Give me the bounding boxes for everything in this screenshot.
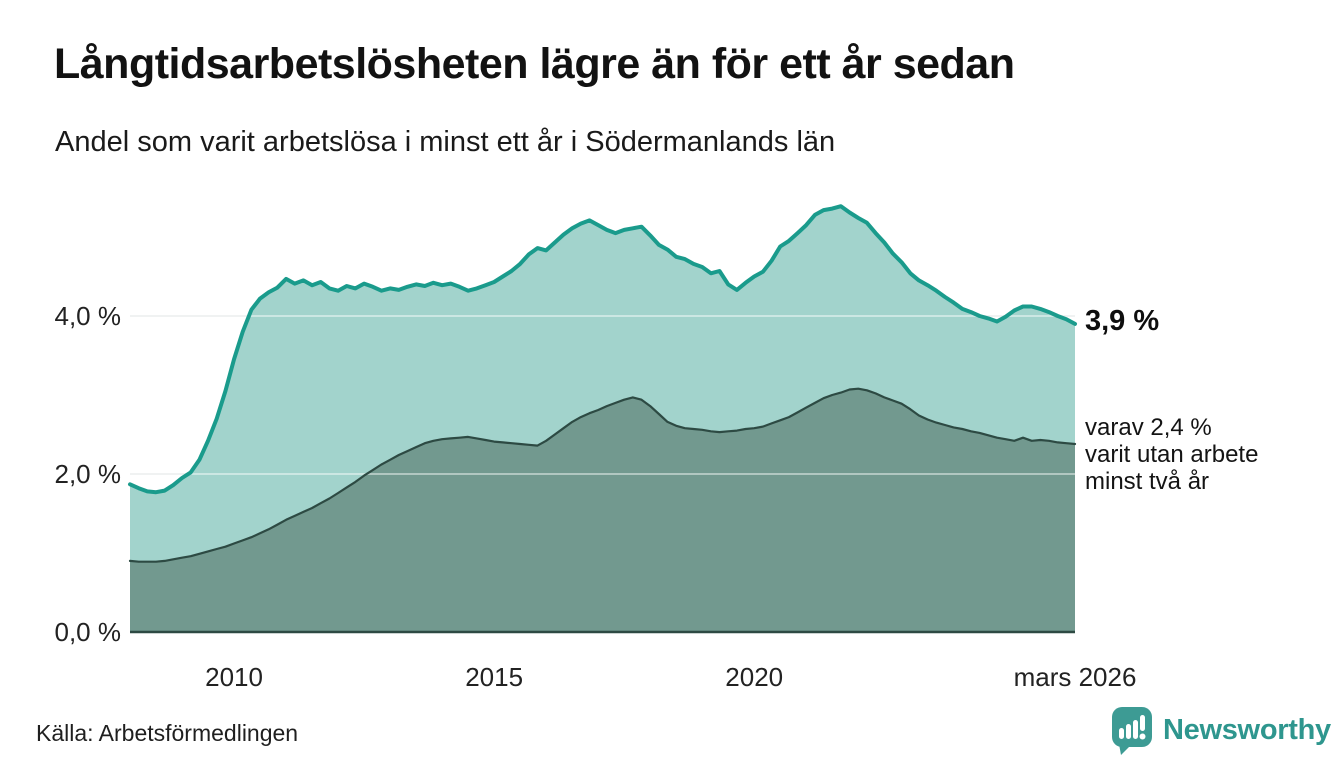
logo-bar-3: [1133, 720, 1138, 739]
logo-bar-1: [1119, 728, 1124, 739]
logo-bubble-tail: [1119, 744, 1132, 755]
newsworthy-wordmark: Newsworthy: [1163, 714, 1331, 746]
series-line: [128, 204, 1077, 495]
x-tick-label: 2015: [465, 662, 524, 692]
x-tick-label: 2020: [725, 662, 784, 692]
logo-bubble: [1112, 707, 1152, 747]
source-caption: Källa: Arbetsförmedlingen: [36, 720, 299, 746]
y-tick-label: 4,0 %: [54, 301, 122, 331]
subseries-annotation: varav 2,4 % varit utan arbete minst två …: [1085, 414, 1259, 495]
y-tick-label: 2,0 %: [54, 459, 122, 489]
area-fill: [130, 388, 1075, 632]
chart-title: Långtidsarbetslösheten lägre än för ett …: [54, 40, 1015, 88]
newsworthy-icon: [1112, 707, 1152, 755]
area-fills: [130, 206, 1075, 632]
gridlines-over: [130, 315, 1075, 475]
chart-subtitle: Andel som varit arbetslösa i minst ett å…: [55, 126, 836, 158]
x-tick-label: mars 2026: [1013, 662, 1137, 692]
newsworthy-logo[interactable]: Newsworthy: [1110, 706, 1331, 755]
logo-bar-2: [1126, 724, 1131, 739]
x-tick-label: 2010: [205, 662, 263, 692]
logo-exclamation-bar: [1140, 715, 1145, 731]
series-lines: [128, 204, 1077, 563]
latest-value-annotation: 3,9 %: [1085, 305, 1160, 337]
y-tick-label: 0,0 %: [54, 617, 122, 647]
logo-exclamation-dot: [1139, 733, 1146, 740]
series-line: [128, 387, 1077, 563]
